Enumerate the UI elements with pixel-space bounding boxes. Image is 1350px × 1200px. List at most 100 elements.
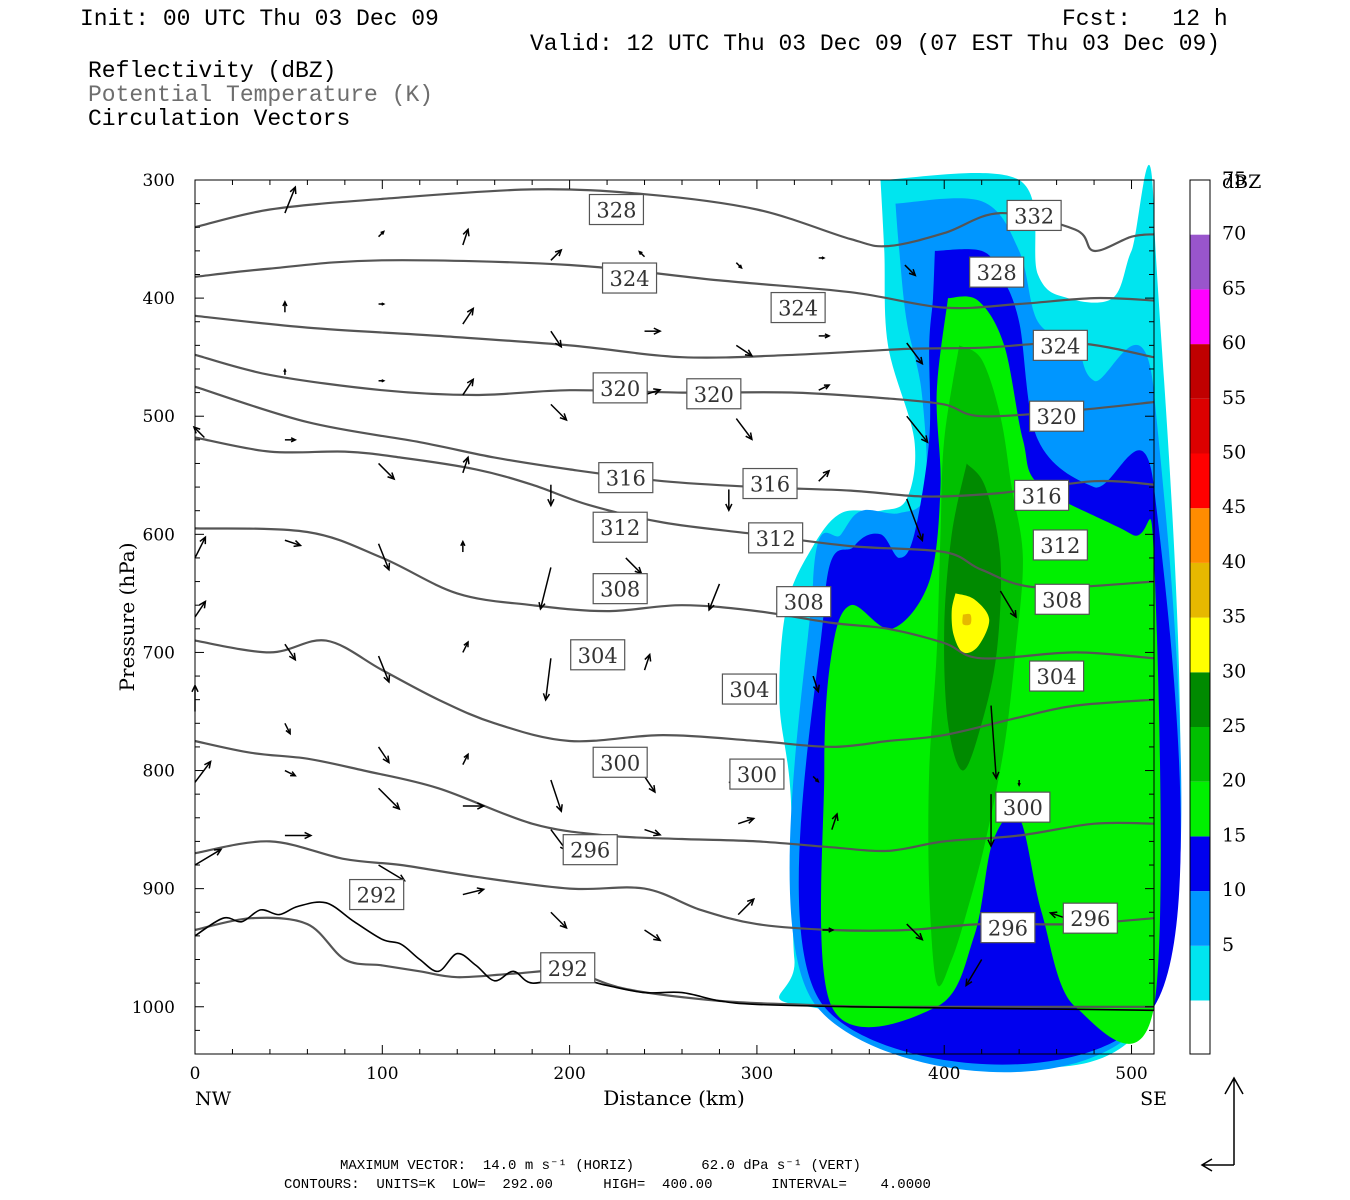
wind-vector-head bbox=[738, 264, 743, 270]
colorbar-label: 50 bbox=[1222, 442, 1246, 464]
wind-vector bbox=[737, 816, 756, 825]
colorbar-swatch-10 bbox=[1190, 891, 1210, 946]
theta-label-text: 296 bbox=[570, 839, 610, 863]
wind-vector-head bbox=[707, 602, 715, 612]
wind-vector-head bbox=[653, 327, 662, 335]
y-tick-label: 600 bbox=[143, 525, 175, 545]
wind-vector bbox=[542, 658, 552, 702]
colorbar-label: 65 bbox=[1222, 277, 1246, 299]
colorbar-swatch-35 bbox=[1190, 617, 1210, 673]
x-end-label-left: NW bbox=[195, 1088, 232, 1110]
wind-vector-head bbox=[653, 388, 662, 396]
wind-vector-shaft bbox=[462, 308, 474, 325]
max-vector-note: MAXIMUM VECTOR: 14.0 m s⁻¹ (HORIZ) 62.0 … bbox=[340, 1158, 861, 1174]
wind-vector-head bbox=[916, 533, 924, 543]
wind-vector bbox=[818, 469, 831, 482]
theta-label-text: 304 bbox=[729, 678, 769, 702]
wind-vector bbox=[538, 567, 552, 611]
wind-vector-head bbox=[1048, 911, 1058, 919]
colorbar-label: 55 bbox=[1222, 387, 1246, 409]
colorbar-label: 35 bbox=[1222, 606, 1246, 628]
wind-vector bbox=[377, 655, 391, 684]
wind-vector-head bbox=[814, 778, 820, 783]
wind-vector-shaft bbox=[643, 654, 651, 671]
x-tick-label: 0 bbox=[190, 1064, 201, 1084]
wind-vector-shaft bbox=[906, 415, 929, 443]
theta-label-box bbox=[729, 758, 785, 790]
wind-vector bbox=[284, 185, 297, 214]
wind-vector bbox=[643, 652, 652, 671]
wind-vector bbox=[377, 543, 391, 572]
theta-label-text: 300 bbox=[1003, 796, 1043, 820]
reference-vector-vertical-arrow bbox=[1224, 1076, 1244, 1165]
reference-vector-horizontal-arrow bbox=[1200, 1158, 1234, 1172]
wind-vector-head bbox=[725, 503, 733, 512]
wind-vector bbox=[462, 455, 470, 474]
theta-label-text: 308 bbox=[1042, 588, 1082, 612]
wind-vector bbox=[906, 923, 924, 941]
wind-vector-shaft bbox=[539, 567, 552, 610]
wind-vector-head bbox=[380, 230, 385, 235]
theta-label: 304 bbox=[1029, 660, 1085, 692]
wind-vector-head bbox=[290, 437, 298, 443]
theta-label: 300 bbox=[995, 791, 1051, 823]
theta-label-text: 316 bbox=[606, 467, 646, 491]
wind-vector-head bbox=[908, 268, 917, 277]
y-axis-title: Pressure (hPa) bbox=[115, 543, 139, 692]
wind-vector-shaft bbox=[284, 186, 297, 214]
wind-vector-head bbox=[382, 755, 390, 764]
contour-info: CONTOURS: UNITS=K LOW= 292.00 HIGH= 400.… bbox=[284, 1177, 931, 1193]
wind-vector-head bbox=[477, 802, 486, 810]
theta-label-box bbox=[721, 673, 778, 705]
theta-label-text: 320 bbox=[600, 377, 640, 401]
wind-vector-shaft bbox=[999, 590, 1017, 618]
wind-vector-head bbox=[746, 897, 756, 906]
wind-vector-shaft bbox=[377, 746, 390, 763]
theta-label-box bbox=[349, 878, 405, 911]
theta-label-text: 296 bbox=[1070, 907, 1110, 931]
wind-vector bbox=[550, 330, 563, 349]
wind-vector bbox=[194, 760, 212, 783]
theta-label: 300 bbox=[729, 758, 785, 790]
theta-label-box bbox=[1032, 329, 1088, 361]
wind-vector bbox=[737, 897, 756, 916]
theta-label: 320 bbox=[1029, 400, 1085, 432]
wind-vector-head bbox=[555, 804, 563, 813]
wind-vector-head bbox=[1009, 609, 1017, 619]
wind-vector-head bbox=[831, 812, 839, 822]
theta-label-text: 324 bbox=[1040, 334, 1080, 358]
wind-vector-head bbox=[823, 384, 831, 390]
theta-label-box bbox=[748, 522, 804, 554]
wind-vector-head bbox=[383, 674, 391, 684]
wind-vector-head bbox=[199, 535, 207, 545]
theta-contour-324 bbox=[194, 314, 1155, 359]
x-end-label-right: SE bbox=[1140, 1088, 1167, 1110]
wind-vector-shaft bbox=[194, 848, 222, 866]
theta-label-text: 312 bbox=[600, 516, 640, 540]
theta-label: 296 bbox=[1062, 902, 1118, 934]
theta-label: 320 bbox=[686, 378, 742, 410]
wind-vector-shaft bbox=[462, 888, 484, 896]
theta-contour-300 bbox=[194, 739, 1155, 853]
colorbar-swatch-20 bbox=[1190, 781, 1210, 837]
wind-vector-head bbox=[644, 652, 652, 662]
theta-label-box bbox=[570, 639, 626, 671]
wind-vector-head bbox=[463, 640, 469, 648]
theta-label-box bbox=[1034, 583, 1090, 615]
wind-vector bbox=[550, 403, 568, 422]
y-tick-label: 400 bbox=[143, 289, 175, 309]
wind-vector bbox=[462, 307, 475, 325]
theta-label: 332 bbox=[1006, 199, 1062, 232]
colorbar-label: 30 bbox=[1222, 660, 1246, 682]
wind-vector bbox=[638, 250, 646, 258]
theta-label-box bbox=[1062, 902, 1118, 934]
theta-label-text: 308 bbox=[784, 591, 824, 615]
theta-label-box bbox=[1029, 400, 1085, 432]
colorbar-swatch-55 bbox=[1190, 398, 1210, 454]
theta-contours bbox=[194, 188, 1155, 1009]
wind-vector-shaft bbox=[818, 384, 830, 391]
wind-vector-head bbox=[466, 307, 475, 316]
wind-vector-head bbox=[821, 256, 826, 260]
wind-vector-head bbox=[653, 829, 662, 837]
theta-label: 304 bbox=[570, 639, 626, 671]
